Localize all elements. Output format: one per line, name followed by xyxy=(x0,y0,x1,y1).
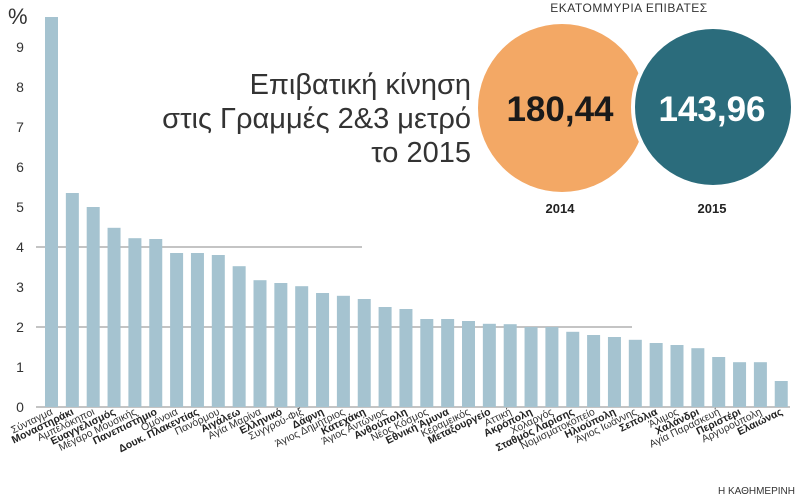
bar xyxy=(503,324,517,407)
bar xyxy=(295,286,309,407)
bar xyxy=(399,309,413,407)
bubble-2014 xyxy=(478,24,646,192)
bar xyxy=(336,295,350,407)
bar xyxy=(733,362,747,407)
bar xyxy=(211,255,225,407)
y-tick-label: 1 xyxy=(16,359,24,375)
bar xyxy=(462,321,475,407)
y-tick-label: 9 xyxy=(16,39,24,55)
category-labels: ΣύνταγμαΜοναστηράκιΑμπελόκηποιΕυαγγελισμ… xyxy=(9,406,785,456)
bar xyxy=(649,343,663,407)
bar xyxy=(420,319,434,407)
title-line-2: στις Γραμμές 2&3 μετρό xyxy=(162,103,471,135)
title-line-3: το 2015 xyxy=(371,137,471,169)
bar xyxy=(691,348,705,407)
y-axis: 0 1 2 3 4 5 6 7 8 9 xyxy=(16,39,24,415)
bar xyxy=(190,253,204,407)
y-tick-label: 4 xyxy=(16,239,24,255)
bubble-2015-year: 2015 xyxy=(698,201,727,216)
y-tick-label: 7 xyxy=(16,119,24,135)
bubble-2015-value: 143,96 xyxy=(658,90,765,129)
y-tick-label: 5 xyxy=(16,199,24,215)
bar xyxy=(65,193,79,407)
bar xyxy=(253,280,267,407)
passenger-summary: ΕΚΑΤΟΜΜΥΡΙΑ ΕΠΙΒΑΤΕΣ 180,44 143,96 2014 … xyxy=(478,1,795,216)
bubble-2014-year: 2014 xyxy=(546,201,576,216)
bar xyxy=(357,299,371,407)
bar xyxy=(482,323,496,407)
bar xyxy=(316,293,330,407)
bar xyxy=(670,345,684,407)
y-tick-label: 8 xyxy=(16,79,24,95)
bar xyxy=(378,307,392,407)
y-tick-label: 6 xyxy=(16,159,24,175)
summary-heading: ΕΚΑΤΟΜΜΥΡΙΑ ΕΠΙΒΑΤΕΣ xyxy=(550,1,707,15)
title-line-1: Επιβατική κίνηση xyxy=(250,69,471,101)
y-unit-label: % xyxy=(8,4,28,29)
y-tick-label: 0 xyxy=(16,399,24,415)
y-tick-label: 3 xyxy=(16,279,24,295)
bubble-2015 xyxy=(631,25,795,189)
bar xyxy=(566,331,580,407)
bar xyxy=(545,327,559,407)
source-credit: Η ΚΑΘΗΜΕΡΙΝΗ xyxy=(718,486,795,497)
bar xyxy=(128,238,142,407)
bar xyxy=(587,335,601,407)
bar xyxy=(232,266,246,407)
chart-title: Επιβατική κίνηση στις Γραμμές 2&3 μετρό … xyxy=(162,69,471,169)
bar xyxy=(149,239,163,407)
bar xyxy=(712,357,726,407)
y-tick-label: 2 xyxy=(16,319,24,335)
bar xyxy=(524,327,538,407)
bar xyxy=(170,253,184,407)
bar-series xyxy=(45,17,788,407)
bar xyxy=(274,283,288,407)
bar xyxy=(774,381,788,407)
bar xyxy=(45,17,58,407)
bar xyxy=(107,227,121,407)
bar xyxy=(753,362,767,407)
bar xyxy=(86,207,100,407)
bar xyxy=(628,339,642,407)
bar xyxy=(607,337,621,407)
bubble-2014-value: 180,44 xyxy=(506,90,614,129)
bar xyxy=(441,319,455,407)
